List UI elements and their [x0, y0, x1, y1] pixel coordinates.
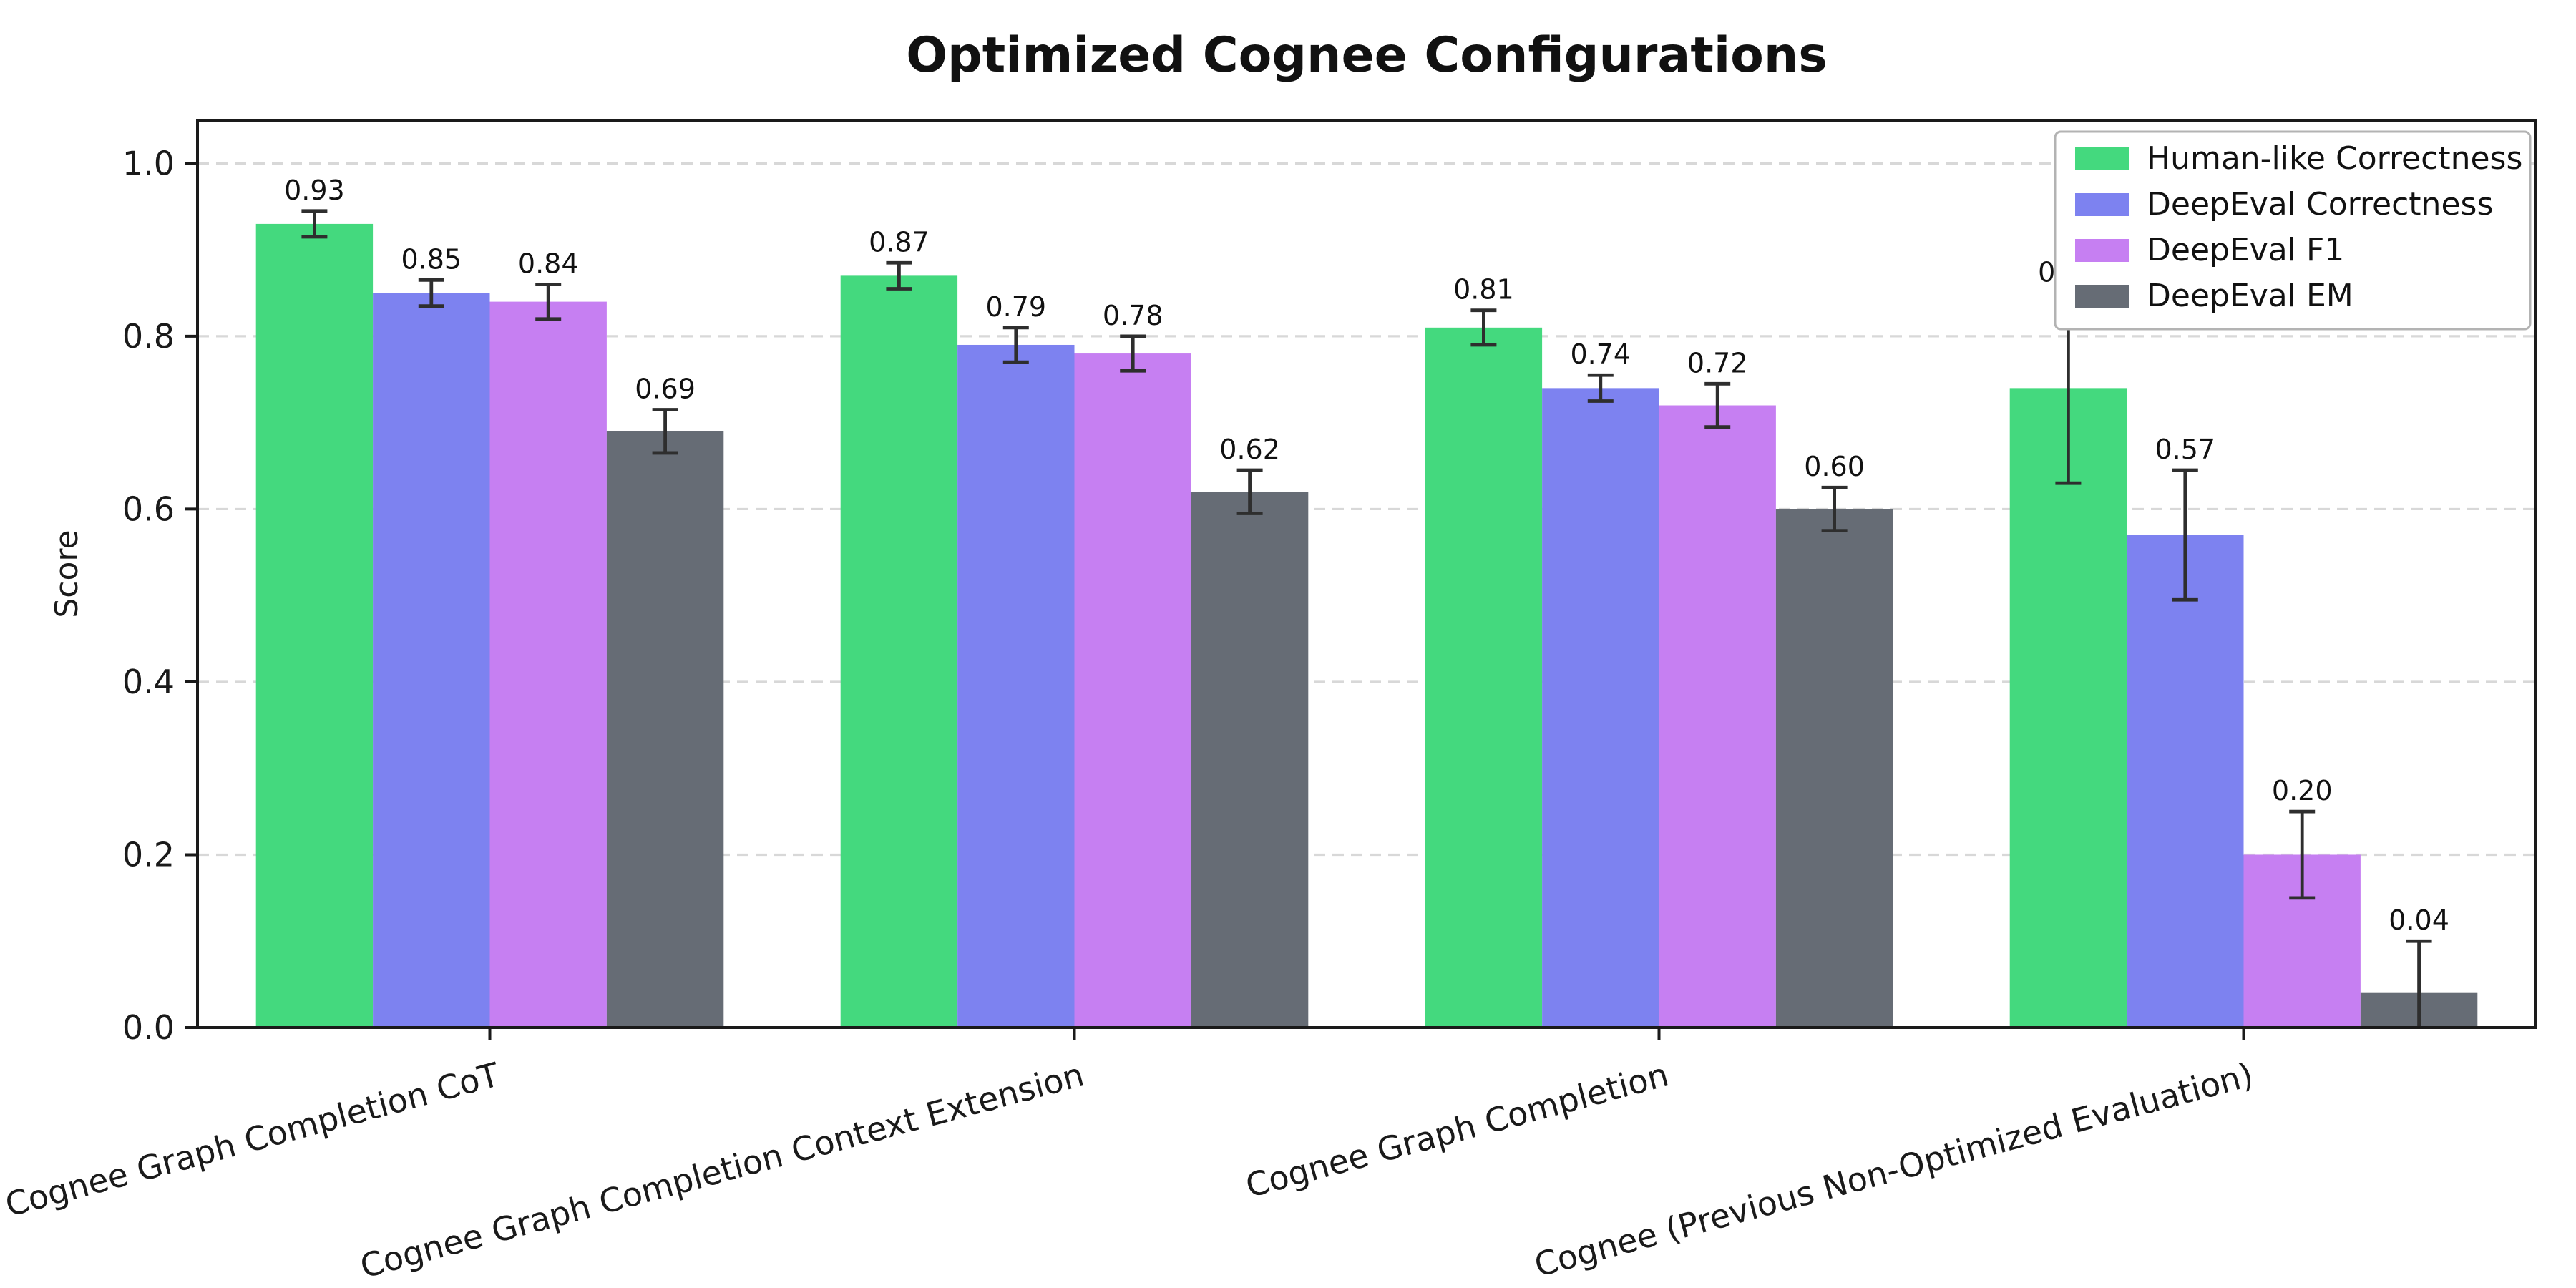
bar	[489, 301, 607, 1028]
legend-box	[2054, 130, 2532, 331]
bar	[606, 431, 724, 1028]
legend-swatch	[2075, 285, 2129, 308]
bar-value-label: 0.69	[635, 374, 696, 405]
y-tick-label: 0.8	[122, 317, 175, 356]
bar	[1425, 327, 1543, 1028]
x-tick-label: Cognee Graph Completion CoT	[1, 1055, 504, 1224]
bar	[840, 275, 958, 1028]
bar	[1191, 492, 1309, 1028]
bar-value-label: 0.84	[518, 248, 579, 279]
bar	[957, 344, 1075, 1028]
bar	[1074, 353, 1191, 1028]
y-axis-ticks: 0.0 0.2 0.4 0.6 0.8 1.0	[122, 144, 197, 1047]
bar-value-label: 0.72	[1687, 347, 1748, 379]
bar-value-labels: 0.930.870.810.740.850.790.740.570.840.78…	[284, 175, 2449, 936]
legend-item-label: DeepEval EM	[2147, 278, 2353, 314]
bar-value-label: 0.20	[2272, 775, 2333, 806]
chart-title: Optimized Cognee Configurations	[906, 27, 1827, 84]
legend-swatch	[2075, 239, 2129, 262]
bar-value-label: 0.62	[1219, 434, 1280, 465]
legend-swatch	[2075, 193, 2129, 216]
bar-value-label: 0.57	[2155, 434, 2215, 465]
bar	[373, 293, 490, 1028]
y-tick-label: 0.2	[122, 835, 175, 874]
y-tick-label: 0.4	[122, 663, 175, 701]
legend-item-label: Human-like Correctness	[2147, 140, 2522, 177]
bar-value-label: 0.85	[401, 243, 462, 275]
legend: Human-like Correctness DeepEval Correctne…	[2054, 130, 2532, 331]
bars	[255, 223, 2478, 1028]
bar	[255, 223, 374, 1028]
bar-value-label: 0.93	[284, 175, 345, 206]
bar	[2127, 535, 2244, 1028]
bar-value-label: 0.04	[2389, 904, 2449, 936]
bar	[2009, 388, 2127, 1028]
legend-item-label: DeepEval Correctness	[2147, 186, 2493, 223]
bar-value-label: 0.74	[1570, 338, 1631, 370]
error-bars	[301, 209, 2432, 1028]
y-tick-label: 0.6	[122, 489, 175, 528]
bar	[1775, 509, 1893, 1028]
bar-value-label: 0.79	[985, 291, 1046, 323]
x-axis-ticks: Cognee Graph Completion CoT Cognee Graph …	[1, 1028, 2257, 1286]
bar-value-label: 0.60	[1804, 451, 1865, 482]
y-tick-label: 0.0	[122, 1008, 175, 1047]
legend-item-label: DeepEval F1	[2147, 232, 2344, 268]
bar-value-label: 0.81	[1453, 274, 1514, 306]
bar	[1542, 388, 1659, 1028]
bar	[1659, 405, 1776, 1028]
plot-border	[196, 119, 2537, 1029]
y-tick-label: 1.0	[122, 144, 175, 182]
bar-value-label: 0.87	[869, 226, 930, 258]
bar-value-label: 0.78	[1103, 300, 1163, 331]
y-axis-label: Score	[49, 530, 85, 618]
legend-swatch	[2075, 147, 2129, 170]
x-tick-label: Cognee Graph Completion	[1241, 1055, 1672, 1205]
